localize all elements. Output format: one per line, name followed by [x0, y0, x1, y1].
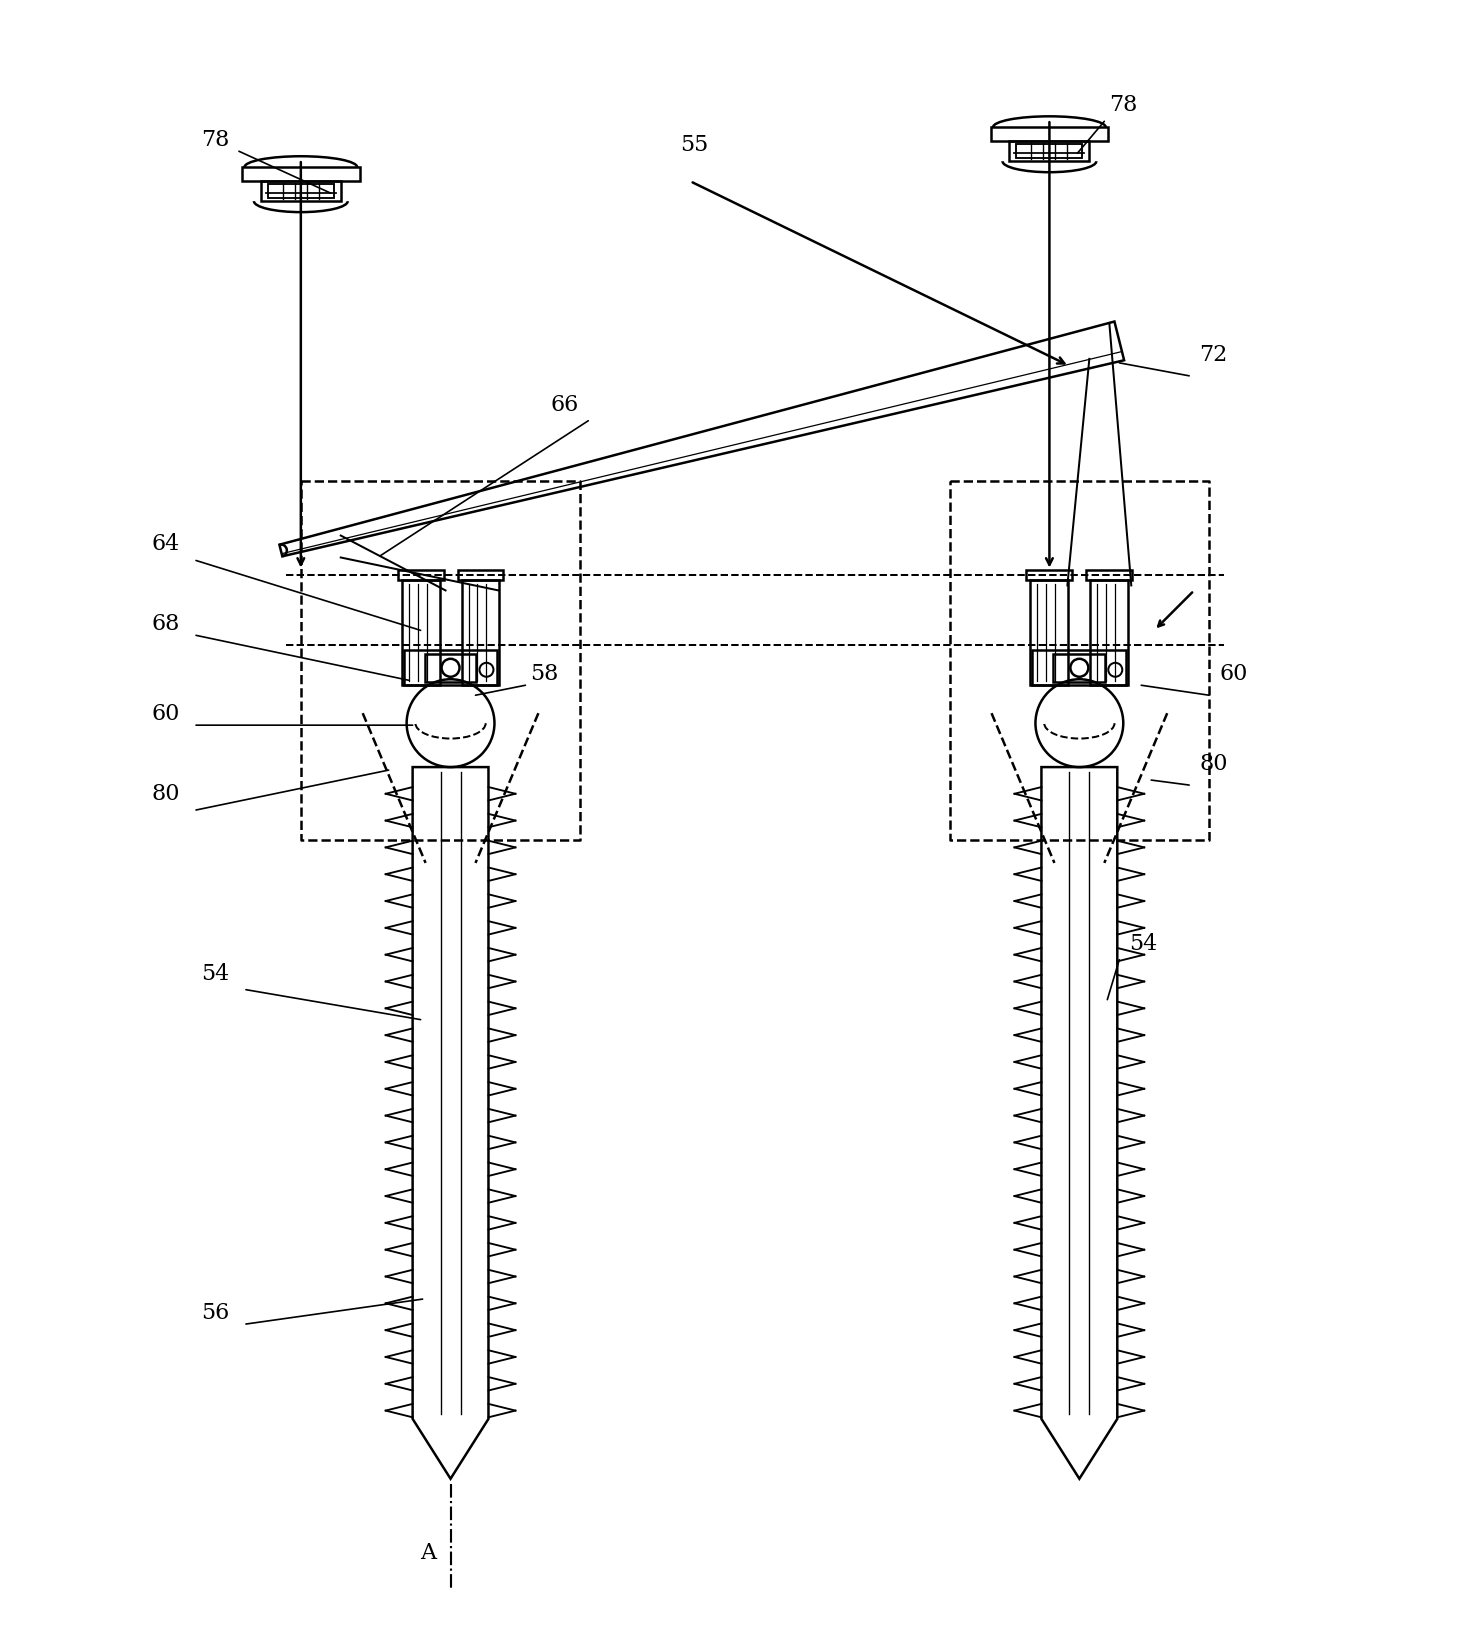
Text: 72: 72	[1200, 344, 1228, 366]
Text: 56: 56	[201, 1302, 230, 1324]
Text: 64: 64	[151, 534, 179, 555]
Bar	[458, 571, 504, 581]
Bar	[462, 581, 499, 685]
Bar	[397, 571, 443, 581]
Text: 54: 54	[1130, 934, 1158, 955]
Text: 66: 66	[551, 393, 579, 416]
Text: 55: 55	[680, 134, 708, 157]
Bar	[261, 181, 341, 201]
Text: 68: 68	[151, 614, 179, 635]
Bar	[1031, 581, 1068, 685]
Bar	[1053, 654, 1105, 682]
Text: 80: 80	[1200, 752, 1228, 775]
Bar	[425, 654, 477, 682]
Bar	[1026, 571, 1072, 581]
Bar	[404, 650, 498, 685]
Bar	[1032, 650, 1126, 685]
Text: 54: 54	[201, 963, 230, 984]
Text: 78: 78	[1109, 95, 1137, 116]
Bar	[401, 581, 440, 685]
Bar	[241, 166, 360, 181]
Bar	[1010, 142, 1090, 162]
Bar	[1090, 581, 1129, 685]
Bar	[991, 127, 1108, 142]
Text: 78: 78	[201, 129, 230, 152]
Text: A: A	[421, 1542, 437, 1563]
Text: 60: 60	[1219, 663, 1247, 685]
Text: 60: 60	[151, 703, 179, 725]
Bar	[1016, 144, 1083, 158]
Text: 80: 80	[151, 783, 179, 805]
Bar	[268, 184, 333, 197]
Bar	[1087, 571, 1133, 581]
Text: 58: 58	[530, 663, 558, 685]
